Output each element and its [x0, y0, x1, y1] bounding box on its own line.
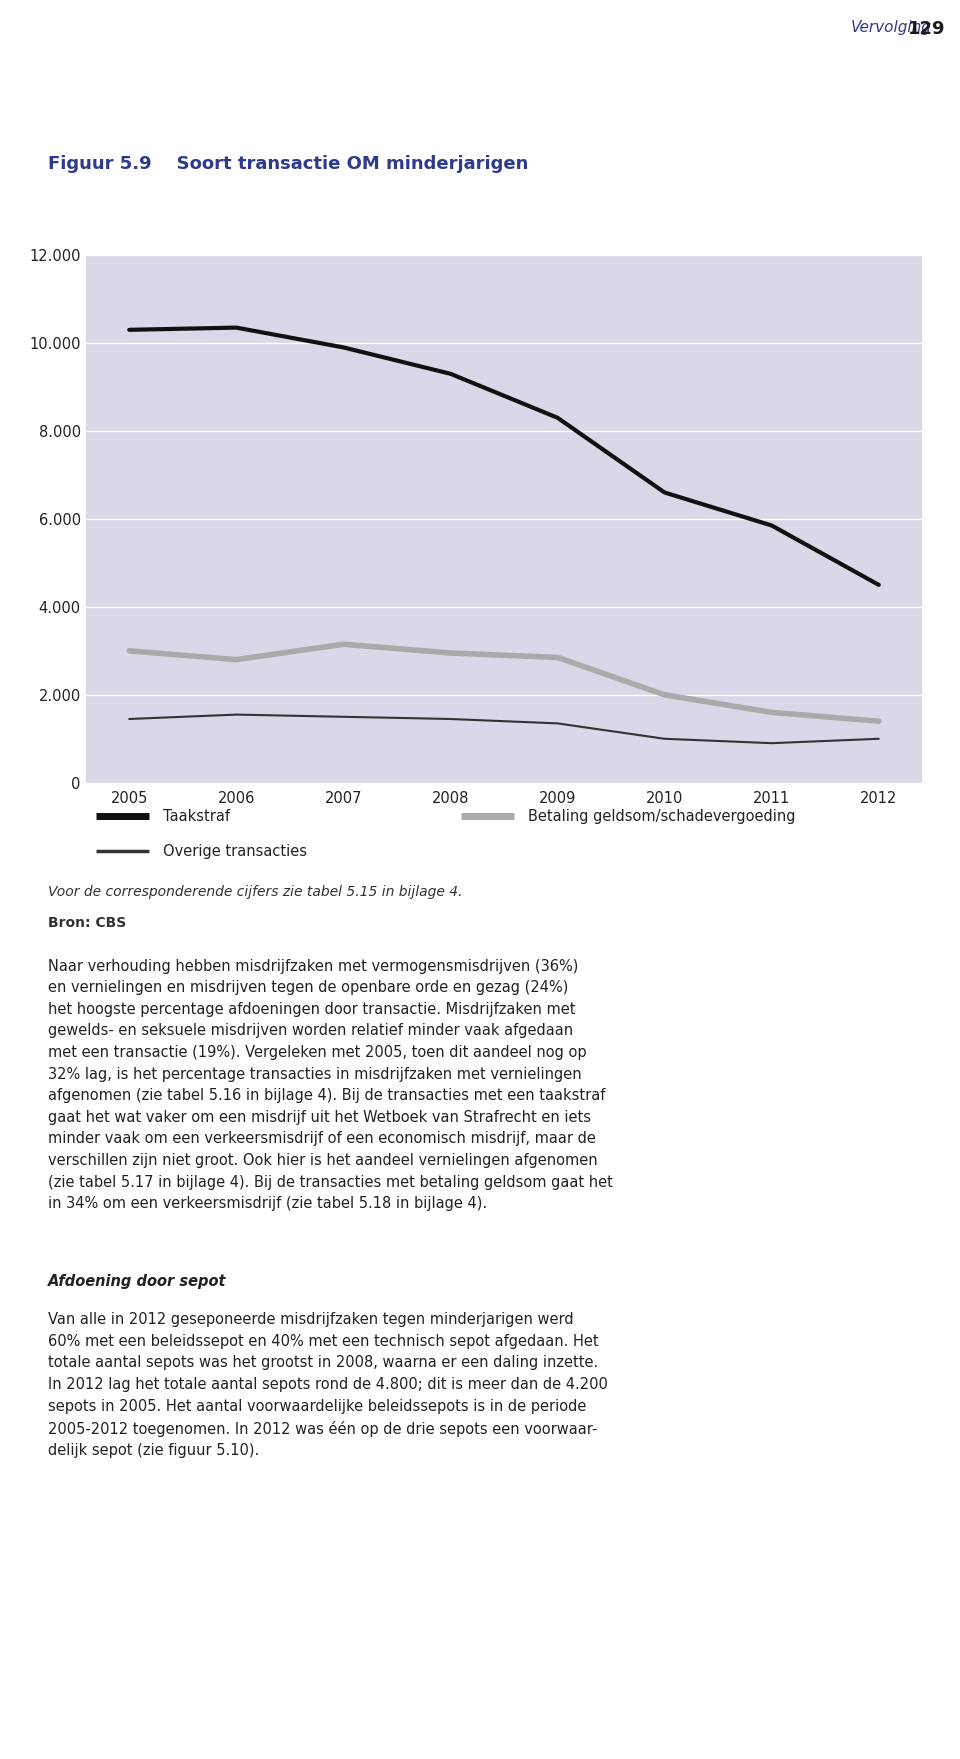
- Text: Van alle in 2012 geseponeerde misdrijfzaken tegen minderjarigen werd
60% met een: Van alle in 2012 geseponeerde misdrijfza…: [48, 1312, 608, 1458]
- Text: Betaling geldsom/schadevergoeding: Betaling geldsom/schadevergoeding: [528, 809, 796, 823]
- Text: Figuur 5.9    Soort transactie OM minderjarigen: Figuur 5.9 Soort transactie OM minderjar…: [48, 155, 528, 172]
- Text: Naar verhouding hebben misdrijfzaken met vermogensmisdrijven (36%)
en vernieling: Naar verhouding hebben misdrijfzaken met…: [48, 959, 612, 1212]
- Text: Taakstraf: Taakstraf: [163, 809, 230, 823]
- Text: Voor de corresponderende cijfers zie tabel 5.15 in bijlage 4.: Voor de corresponderende cijfers zie tab…: [48, 885, 463, 899]
- Text: Vervolging: Vervolging: [851, 21, 931, 35]
- Text: Afdoening door sepot: Afdoening door sepot: [48, 1274, 227, 1289]
- Text: 129: 129: [908, 21, 946, 39]
- Text: Bron: CBS: Bron: CBS: [48, 916, 127, 931]
- Text: Overige transacties: Overige transacties: [163, 844, 307, 858]
